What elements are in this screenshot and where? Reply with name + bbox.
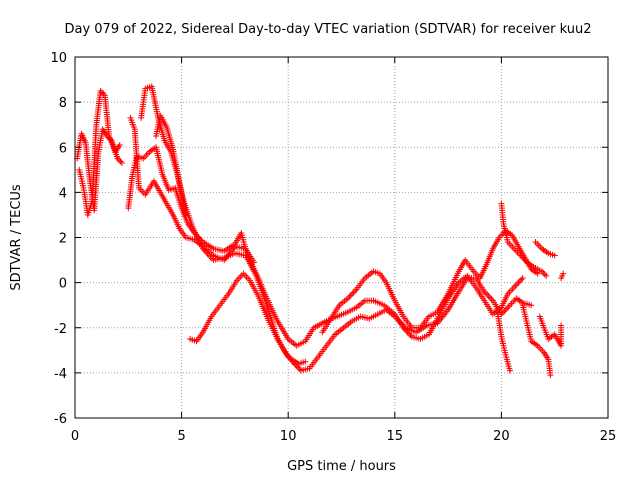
data-point	[560, 270, 567, 277]
y-tick-label: -4	[54, 367, 67, 382]
data-point	[251, 259, 258, 266]
data-point	[528, 302, 535, 309]
x-tick-label: 20	[493, 429, 510, 444]
data-points	[74, 83, 567, 379]
x-tick-label: 0	[71, 429, 79, 444]
chart-title: Day 079 of 2022, Sidereal Day-to-day VTE…	[64, 22, 591, 37]
data-point	[302, 358, 309, 365]
data-point	[117, 158, 124, 165]
data-point	[518, 276, 525, 283]
data-point	[116, 141, 123, 148]
data-point	[484, 291, 491, 298]
data-point	[558, 322, 565, 329]
data-point	[350, 289, 357, 296]
y-tick-label: 6	[59, 141, 67, 156]
x-tick-label: 5	[177, 429, 185, 444]
y-tick-label: 4	[59, 186, 67, 201]
data-point	[540, 269, 547, 276]
y-tick-label: 2	[59, 232, 67, 247]
data-point	[505, 303, 512, 310]
data-point	[506, 367, 513, 374]
data-point	[346, 293, 353, 300]
y-tick-label: 8	[59, 96, 67, 111]
data-point	[118, 160, 125, 167]
data-point	[352, 287, 359, 294]
data-point	[487, 294, 494, 301]
x-axis-label: GPS time / hours	[287, 459, 396, 474]
data-point	[519, 275, 526, 282]
data-point	[543, 272, 550, 279]
data-point	[516, 278, 523, 285]
data-point	[349, 290, 356, 297]
y-axis-label: SDTVAR / TECUs	[9, 184, 24, 291]
data-point	[347, 292, 354, 299]
data-point	[488, 296, 495, 303]
axis-ticks: 0 5 10 15 20 25 -6 -4 -2 0 2 4 6 8 10	[50, 51, 616, 444]
y-tick-label: 0	[59, 277, 67, 292]
data-point	[541, 271, 548, 278]
x-tick-label: 15	[387, 429, 404, 444]
y-tick-label: -6	[54, 412, 67, 427]
data-point	[296, 366, 303, 373]
x-tick-label: 10	[280, 429, 297, 444]
x-tick-label: 25	[600, 429, 617, 444]
data-point	[504, 305, 511, 312]
data-point	[512, 282, 519, 289]
data-point	[485, 293, 492, 300]
data-point	[182, 211, 189, 218]
y-tick-label: -2	[54, 322, 67, 337]
data-point	[547, 372, 554, 379]
data-point	[515, 279, 522, 286]
data-point	[514, 281, 521, 288]
y-tick-label: 10	[50, 51, 67, 66]
data-point	[551, 252, 558, 259]
